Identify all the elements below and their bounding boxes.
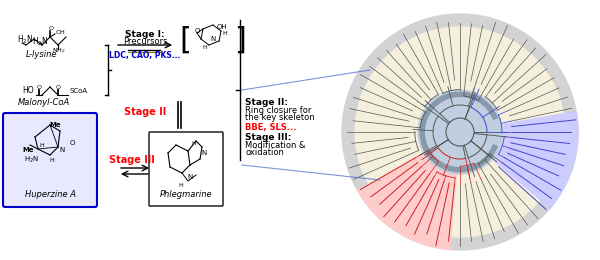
Text: oxidation: oxidation [245, 148, 284, 157]
Text: Phlegmarine: Phlegmarine [160, 190, 212, 199]
Text: [: [ [179, 25, 191, 55]
Text: H$_2$N: H$_2$N [25, 155, 40, 165]
Text: H: H [203, 45, 208, 50]
FancyBboxPatch shape [149, 132, 223, 206]
Text: ]: ] [234, 25, 246, 55]
Text: OH: OH [56, 30, 66, 35]
Text: O: O [194, 28, 200, 34]
Text: H: H [191, 141, 196, 146]
Text: Stage II: Stage II [124, 107, 166, 117]
Text: SCoA: SCoA [69, 88, 87, 94]
Text: N: N [211, 36, 215, 42]
Circle shape [342, 14, 578, 250]
Text: LDC, CAO, PKS...: LDC, CAO, PKS... [109, 51, 181, 60]
Wedge shape [460, 112, 578, 208]
Text: Huperzine A: Huperzine A [25, 190, 76, 199]
Text: NH$_2$: NH$_2$ [52, 46, 66, 55]
Text: O: O [37, 85, 41, 90]
Text: N: N [202, 150, 206, 156]
Text: Stage I:: Stage I: [125, 30, 165, 39]
Text: H: H [179, 183, 184, 188]
Text: BBE, SLS...: BBE, SLS... [245, 123, 296, 132]
Text: Me: Me [49, 122, 61, 128]
Text: Precursors: Precursors [123, 37, 167, 46]
Text: Modification &: Modification & [245, 141, 305, 150]
Text: H$_2$N: H$_2$N [32, 36, 49, 48]
Text: Ring closure for: Ring closure for [245, 106, 311, 115]
Text: L-lysine: L-lysine [26, 50, 58, 59]
Text: HO: HO [22, 86, 34, 95]
Text: N: N [187, 174, 193, 180]
Text: Stage II:: Stage II: [245, 98, 288, 107]
Text: Stage III:: Stage III: [245, 133, 292, 142]
Circle shape [418, 90, 502, 174]
Text: Stage III: Stage III [109, 155, 155, 165]
Text: O: O [49, 26, 53, 31]
Text: the key skeleton: the key skeleton [245, 113, 314, 122]
FancyBboxPatch shape [3, 113, 97, 207]
Circle shape [355, 27, 565, 237]
Text: H: H [223, 31, 227, 36]
Text: O: O [70, 140, 74, 146]
Wedge shape [358, 132, 460, 250]
Text: H: H [50, 158, 55, 163]
Text: Malonyl-CoA: Malonyl-CoA [18, 98, 70, 107]
Text: Me: Me [22, 147, 34, 153]
Text: O: O [56, 85, 61, 90]
Text: H: H [40, 143, 44, 148]
Text: OH: OH [217, 24, 227, 30]
Text: H$_2$N: H$_2$N [17, 33, 34, 46]
Text: N: N [59, 147, 65, 153]
